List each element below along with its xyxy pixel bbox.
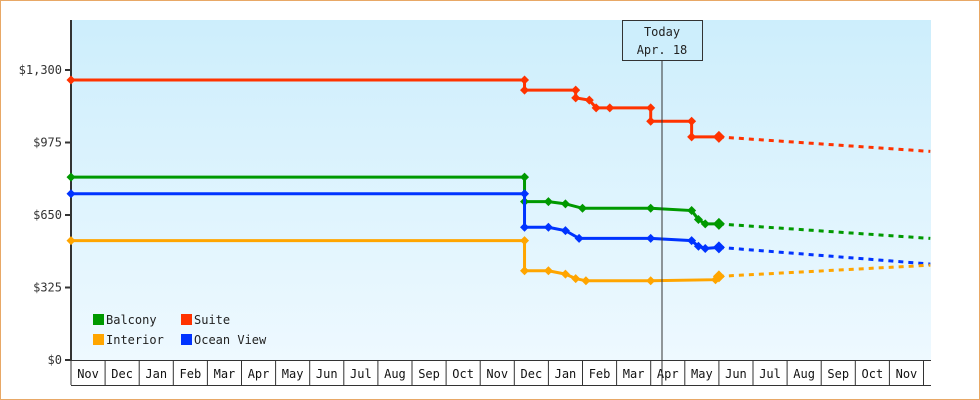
legend-swatch bbox=[181, 314, 192, 325]
data-point-marker[interactable] bbox=[66, 189, 76, 199]
data-point-marker[interactable] bbox=[712, 217, 725, 230]
data-point-marker[interactable] bbox=[520, 75, 530, 85]
legend-label: Ocean View bbox=[194, 333, 267, 347]
legend-swatch bbox=[181, 334, 192, 345]
x-tick-month: Sep bbox=[827, 367, 849, 381]
data-point-marker[interactable] bbox=[520, 236, 530, 246]
data-point-marker[interactable] bbox=[543, 222, 553, 232]
x-tick-month: Mar bbox=[623, 367, 645, 381]
data-point-marker[interactable] bbox=[574, 233, 584, 243]
x-tick-month: Nov bbox=[77, 367, 99, 381]
data-point-marker[interactable] bbox=[520, 85, 530, 95]
data-point-marker[interactable] bbox=[712, 241, 725, 254]
x-tick-month: Dec bbox=[111, 367, 133, 381]
series-suite bbox=[66, 75, 931, 153]
data-point-marker[interactable] bbox=[646, 233, 656, 243]
data-point-marker[interactable] bbox=[543, 197, 553, 207]
legend-swatch bbox=[93, 314, 104, 325]
x-tick-month: Apr bbox=[248, 367, 270, 381]
x-tick-month: Aug bbox=[793, 367, 815, 381]
x-tick-month: Jul bbox=[759, 367, 781, 381]
x-tick-month: Jan bbox=[555, 367, 577, 381]
x-tick-month: Jul bbox=[350, 367, 372, 381]
today-marker: Today Apr. 18 bbox=[622, 20, 703, 385]
x-tick-month: Nov bbox=[486, 367, 508, 381]
x-tick-month: Jun bbox=[725, 367, 747, 381]
series-lines bbox=[66, 75, 931, 286]
data-point-marker[interactable] bbox=[520, 172, 530, 182]
data-point-marker[interactable] bbox=[712, 270, 725, 283]
y-axis: $0 $325 $650 $975 $1,300 bbox=[19, 20, 72, 367]
y-tick-label: $650 bbox=[33, 208, 62, 222]
x-tick-month: Feb bbox=[589, 367, 611, 381]
legend-label: Interior bbox=[106, 333, 164, 347]
today-label: Today bbox=[644, 25, 680, 39]
data-point-marker[interactable] bbox=[560, 269, 570, 279]
x-tick-month: Oct bbox=[452, 367, 474, 381]
data-point-marker[interactable] bbox=[591, 103, 601, 113]
data-point-marker[interactable] bbox=[66, 236, 76, 246]
data-point-marker[interactable] bbox=[66, 172, 76, 182]
data-point-marker[interactable] bbox=[693, 214, 703, 224]
data-point-marker[interactable] bbox=[578, 203, 587, 213]
x-tick-month: Mar bbox=[214, 367, 236, 381]
series-ocean-view bbox=[66, 189, 931, 266]
data-point-marker[interactable] bbox=[560, 226, 570, 236]
today-date: Apr. 18 bbox=[637, 43, 688, 57]
x-axis: Nov Dec Jan Feb Mar Apr May Jun Jul Aug Sep Oct Nov D… bbox=[70, 360, 931, 386]
x-tick-month: Sep bbox=[418, 367, 440, 381]
data-point-marker[interactable] bbox=[646, 103, 656, 113]
plot-area bbox=[71, 20, 931, 360]
data-point-marker[interactable] bbox=[543, 266, 553, 276]
series-interior bbox=[66, 236, 931, 286]
data-point-marker[interactable] bbox=[520, 266, 530, 276]
data-point-marker[interactable] bbox=[693, 241, 703, 251]
y-tick-label: $0 bbox=[48, 353, 62, 367]
legend-label: Balcony bbox=[106, 313, 157, 327]
data-point-marker[interactable] bbox=[571, 93, 581, 103]
data-point-marker[interactable] bbox=[646, 116, 656, 126]
y-tick-label: $325 bbox=[33, 281, 62, 295]
x-tick-month: May bbox=[691, 367, 713, 381]
data-point-marker[interactable] bbox=[571, 85, 581, 95]
x-tick-month: Aug bbox=[384, 367, 406, 381]
data-point-marker[interactable] bbox=[646, 276, 656, 286]
x-tick-month: Oct bbox=[862, 367, 884, 381]
data-point-marker[interactable] bbox=[712, 130, 725, 143]
x-tick-month: Dec bbox=[521, 367, 543, 381]
legend-swatch bbox=[93, 334, 104, 345]
data-point-marker[interactable] bbox=[605, 103, 615, 113]
data-point-marker[interactable] bbox=[700, 243, 710, 253]
legend: Balcony Suite Interior Ocean View bbox=[93, 313, 267, 347]
x-tick-month: Nov bbox=[896, 367, 918, 381]
y-tick-label: $975 bbox=[33, 136, 62, 150]
data-point-marker[interactable] bbox=[584, 95, 594, 105]
data-point-marker[interactable] bbox=[581, 276, 591, 286]
data-point-marker[interactable] bbox=[687, 236, 697, 246]
data-point-marker[interactable] bbox=[700, 219, 710, 229]
data-point-marker[interactable] bbox=[646, 203, 656, 213]
x-tick-month: May bbox=[282, 367, 304, 381]
x-tick-month: Apr bbox=[657, 367, 679, 381]
data-point-marker[interactable] bbox=[66, 75, 76, 85]
data-point-marker[interactable] bbox=[687, 206, 697, 216]
x-tick-month: Feb bbox=[180, 367, 202, 381]
data-point-marker[interactable] bbox=[687, 116, 697, 126]
data-point-marker[interactable] bbox=[520, 222, 530, 232]
y-tick-label: $1,300 bbox=[19, 63, 62, 77]
data-point-marker[interactable] bbox=[560, 199, 570, 209]
x-tick-month: Jan bbox=[145, 367, 167, 381]
x-tick-month: Jun bbox=[316, 367, 338, 381]
legend-label: Suite bbox=[194, 313, 230, 327]
data-point-marker[interactable] bbox=[571, 274, 581, 284]
data-point-marker[interactable] bbox=[687, 132, 697, 142]
data-point-marker[interactable] bbox=[520, 189, 530, 199]
